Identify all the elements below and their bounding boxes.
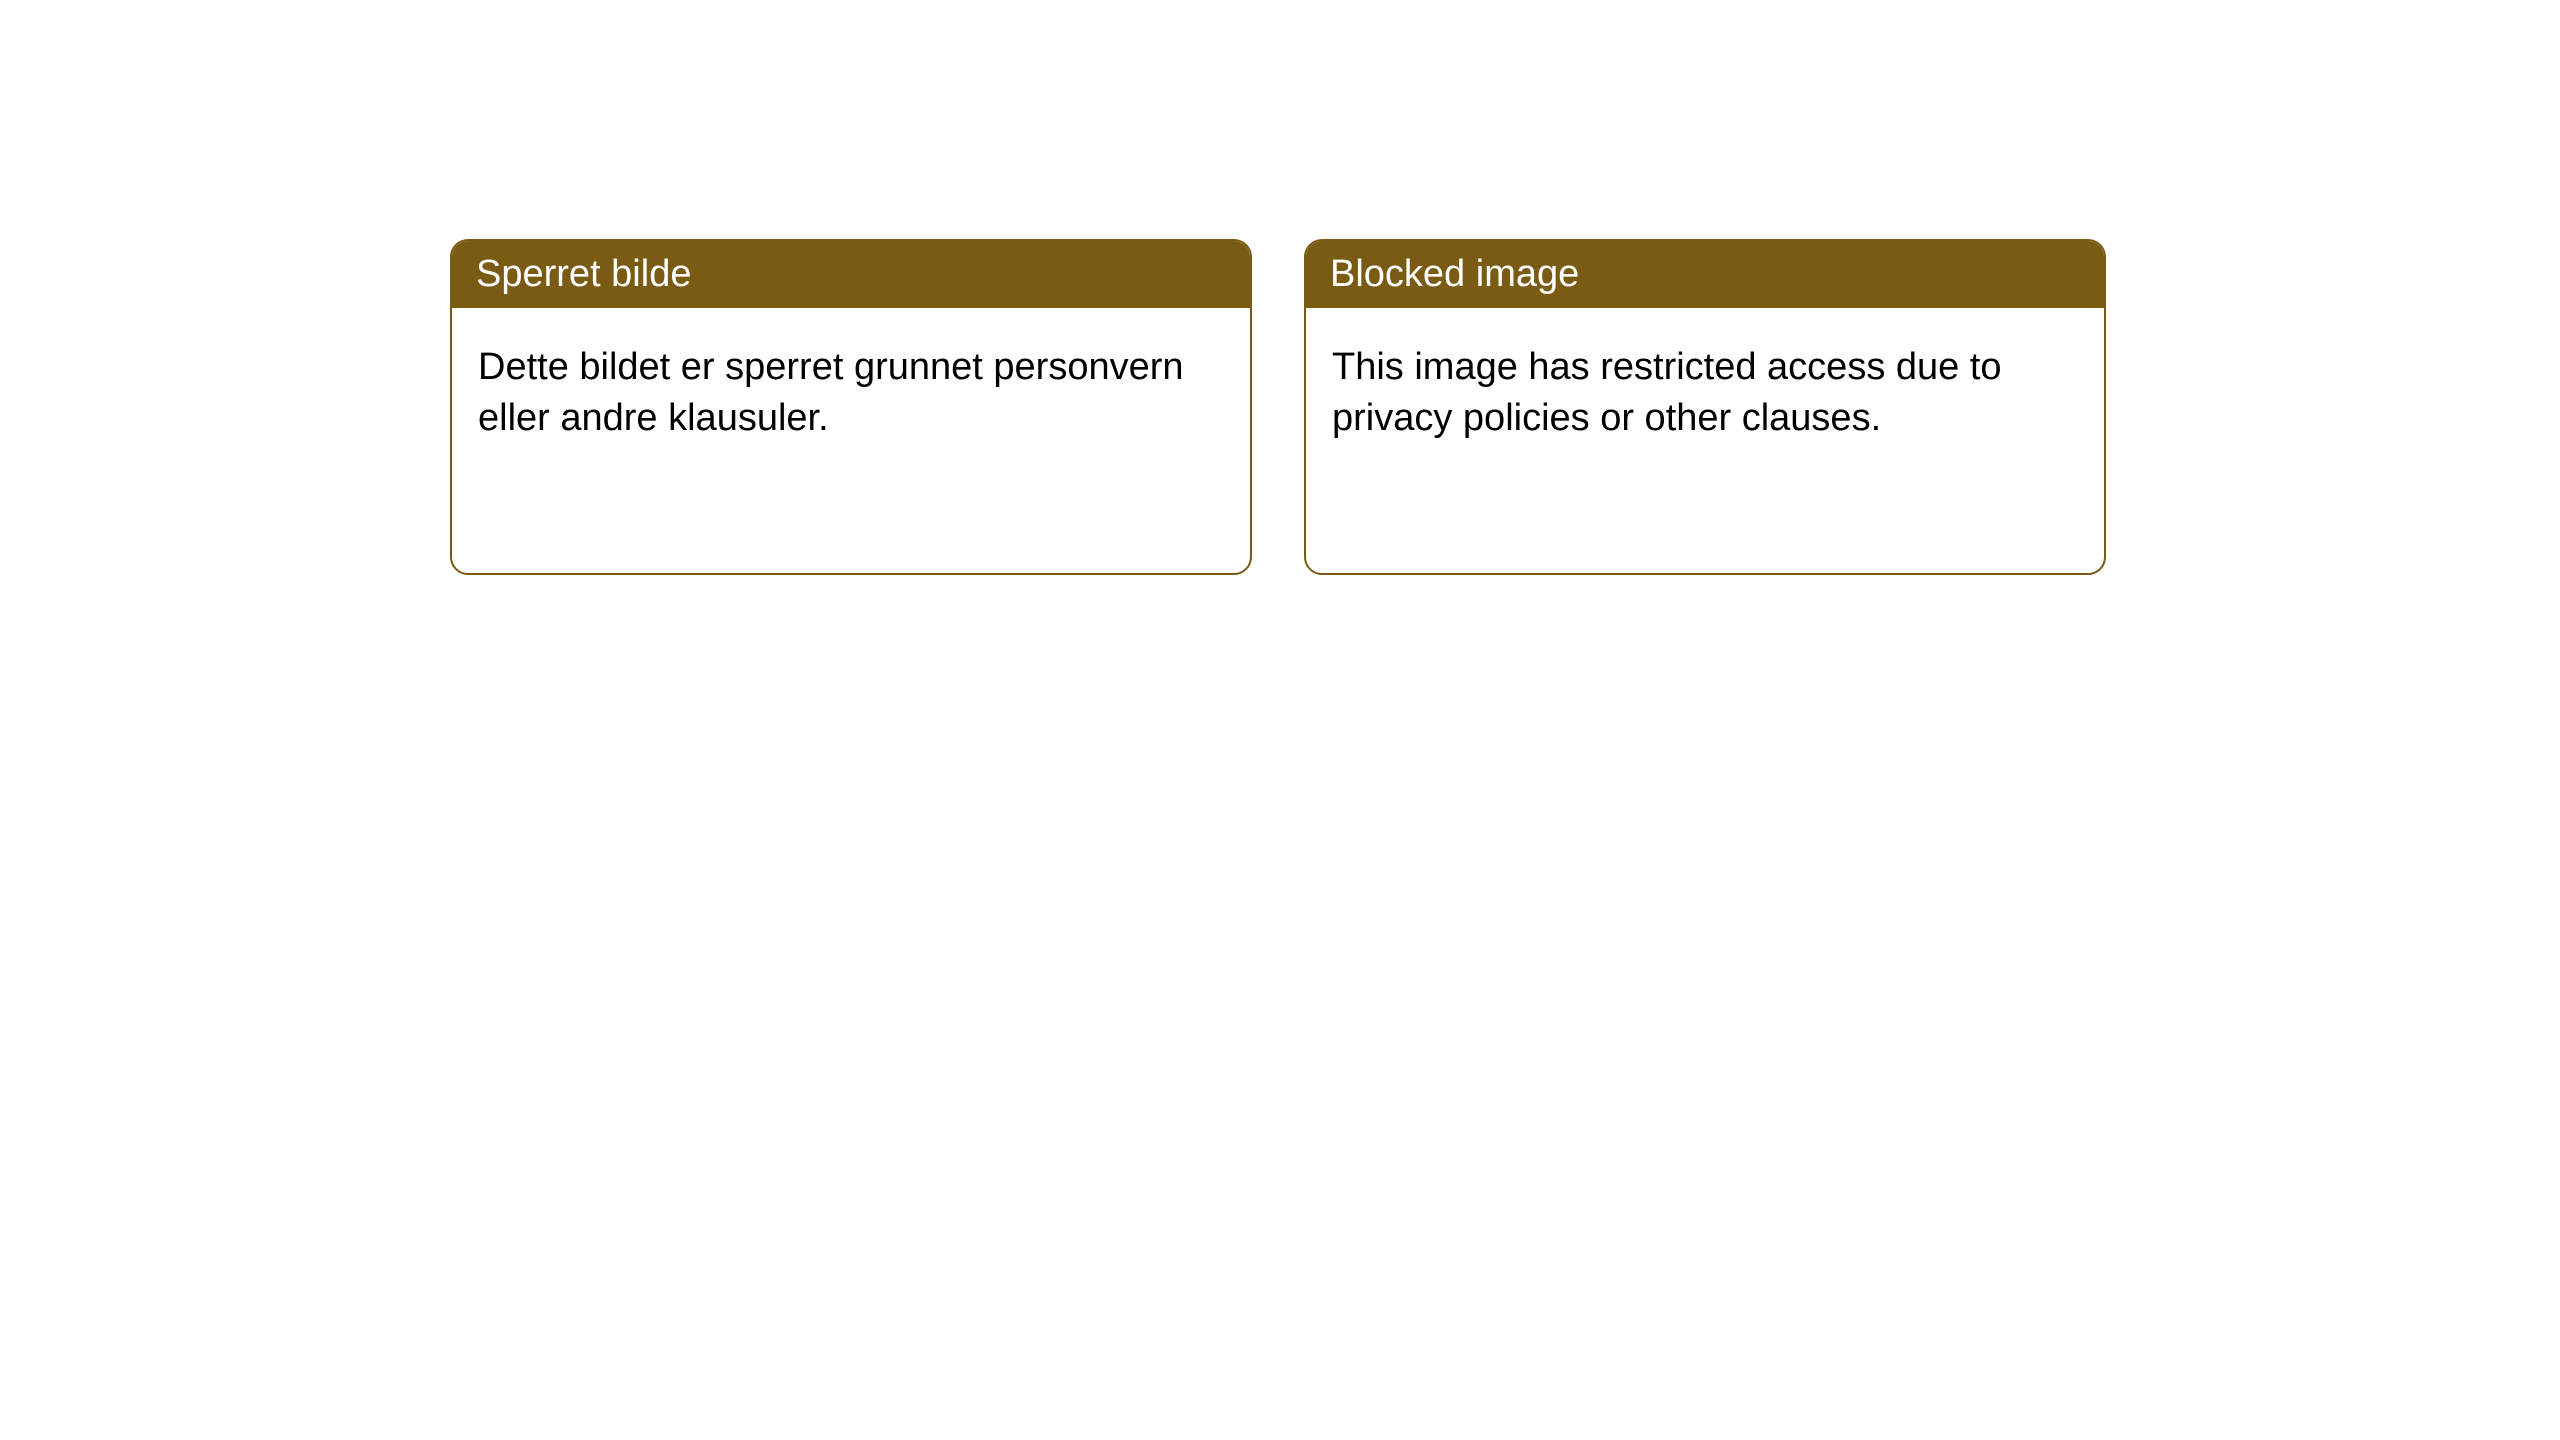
notice-card-no: Sperret bilde Dette bildet er sperret gr…	[450, 239, 1252, 575]
notice-header-no: Sperret bilde	[452, 241, 1250, 308]
notices-container: Sperret bilde Dette bildet er sperret gr…	[0, 0, 2560, 575]
notice-body-no: Dette bildet er sperret grunnet personve…	[452, 308, 1250, 479]
notice-header-en: Blocked image	[1306, 241, 2104, 308]
notice-body-en: This image has restricted access due to …	[1306, 308, 2104, 479]
notice-card-en: Blocked image This image has restricted …	[1304, 239, 2106, 575]
